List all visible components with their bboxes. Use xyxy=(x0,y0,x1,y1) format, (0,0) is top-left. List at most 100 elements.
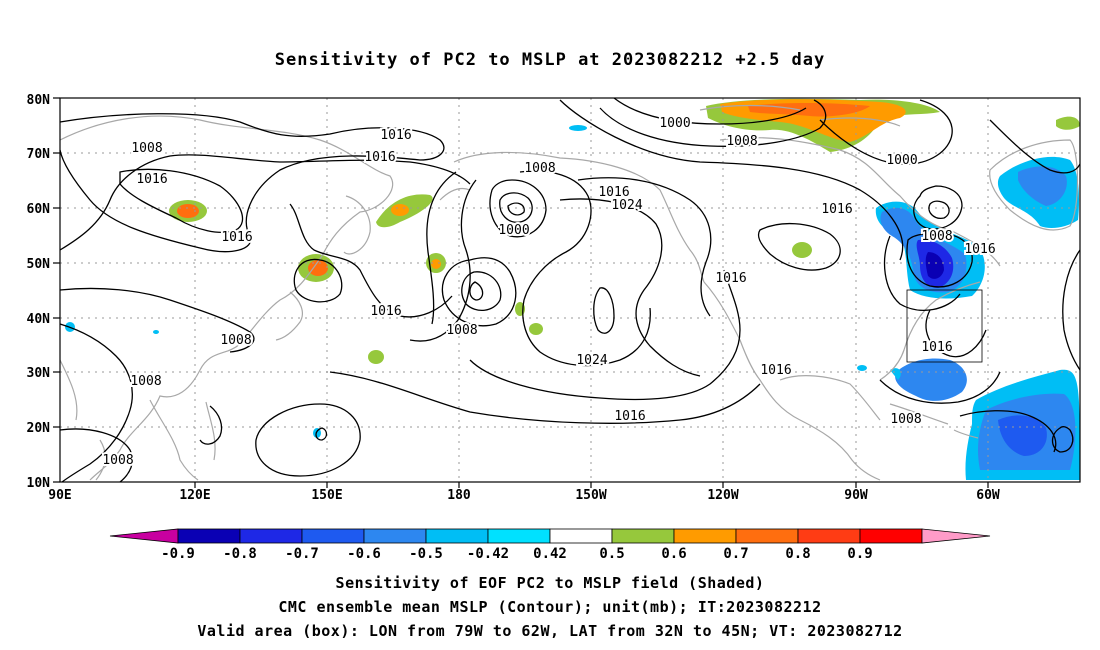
positive-sensitivity-greenland-edge xyxy=(1056,116,1080,130)
colorbar-label: -0.7 xyxy=(285,546,319,562)
lat-tick-label: 30N xyxy=(27,366,51,381)
contour-line xyxy=(613,97,807,125)
contour-line xyxy=(989,119,1081,174)
contour-label: 1024 xyxy=(576,353,607,368)
contour-line xyxy=(913,185,963,230)
contour-line xyxy=(329,371,761,424)
contour-line xyxy=(59,113,445,253)
positive-sensitivity-blob-core xyxy=(308,260,328,276)
positive-sensitivity-blob xyxy=(792,242,812,258)
lon-tick-label: 150W xyxy=(575,488,606,503)
mslp-contours xyxy=(59,97,1081,483)
contour-line xyxy=(59,154,471,251)
coastline-canada-north xyxy=(719,137,1001,267)
contour-line xyxy=(577,177,712,317)
contour-line xyxy=(461,271,502,311)
coastline-philippines xyxy=(205,401,216,461)
contour-line xyxy=(906,232,973,288)
colorbar-label: 0.7 xyxy=(723,546,748,562)
colorbar-label: -0.6 xyxy=(347,546,381,562)
lat-ticks xyxy=(53,97,60,483)
coastline-asia xyxy=(59,115,394,481)
colorbar-cell xyxy=(363,528,427,544)
contour-label: 1008 xyxy=(102,453,133,468)
contour-label: 1008 xyxy=(220,333,251,348)
map-panel: 1016 1016 1008 1016 1016 1008 1000 1016 … xyxy=(27,93,1081,503)
lat-tick-label: 70N xyxy=(27,147,51,162)
coastline-greenland xyxy=(989,139,1079,231)
colorbar-over-triangle xyxy=(921,528,991,544)
contour-label: 1016 xyxy=(921,340,952,355)
lat-tick-label: 80N xyxy=(27,93,51,108)
contour-line xyxy=(599,99,827,147)
coastlines xyxy=(59,104,1079,481)
colorbar-label: 0.8 xyxy=(785,546,810,562)
coastline-caribbean xyxy=(889,403,979,439)
colorbar-under-triangle xyxy=(109,528,179,544)
contour-label: 1008 xyxy=(131,141,162,156)
contour-label: 1016 xyxy=(760,363,791,378)
contour-line xyxy=(519,170,651,367)
lon-axis: 90E 120E 150E 180 150W 120W 90W 60W xyxy=(48,488,1000,503)
contour-line xyxy=(469,281,484,301)
lon-tick-label: 150E xyxy=(311,488,342,503)
positive-sensitivity-blob-core xyxy=(177,204,199,218)
contour-labels: 1016 1016 1008 1016 1016 1008 1000 1016 … xyxy=(100,114,997,470)
contour-label: 1008 xyxy=(890,412,921,427)
contour-label: 1008 xyxy=(524,161,555,176)
lon-tick-label: 90E xyxy=(48,488,71,503)
coastline-gulf xyxy=(779,375,881,421)
negative-sensitivity-atlantic-sub xyxy=(895,358,967,401)
lon-tick-label: 120E xyxy=(179,488,210,503)
coastline-northamerica-west xyxy=(703,281,881,481)
contour-label: 1016 xyxy=(821,202,852,217)
contour-label: 1016 xyxy=(221,230,252,245)
contour-label: 1008 xyxy=(446,323,477,338)
colorbar-label: 0.5 xyxy=(599,546,624,562)
colorbar-cell xyxy=(487,528,551,544)
contour-line xyxy=(59,323,133,483)
colorbar-cell xyxy=(549,528,613,544)
lon-tick-label: 120W xyxy=(707,488,738,503)
map-frame xyxy=(59,97,1081,483)
colorbar-label: -0.8 xyxy=(223,546,257,562)
negative-sensitivity-canada-max xyxy=(925,252,944,279)
coastline-japan xyxy=(275,291,303,341)
contour-line xyxy=(959,410,1057,453)
contour-label: 1000 xyxy=(498,223,529,238)
graticule xyxy=(60,98,1080,482)
caption-line-1: Sensitivity of EOF PC2 to MSLP field (Sh… xyxy=(335,574,765,592)
colorbar-cell xyxy=(735,528,799,544)
lon-tick-label: 90W xyxy=(844,488,868,503)
colorbar-cell xyxy=(177,528,241,544)
contour-line xyxy=(925,309,987,358)
positive-sensitivity-blob xyxy=(529,323,543,335)
contour-label: 1016 xyxy=(614,409,645,424)
contour-line xyxy=(819,99,953,165)
coastline-arctic-islands xyxy=(699,104,901,127)
contour-label: 1016 xyxy=(598,185,629,200)
colorbar-cell xyxy=(859,528,923,544)
colorbar-cell xyxy=(425,528,489,544)
negative-sensitivity-dot xyxy=(569,125,587,131)
contour-line xyxy=(489,179,547,238)
coastline-kamchatka xyxy=(343,195,371,255)
colorbar-cell xyxy=(301,528,365,544)
contour-label: 1000 xyxy=(886,153,917,168)
contour-line xyxy=(119,168,244,233)
contour-line xyxy=(559,99,904,261)
lat-tick-label: 60N xyxy=(27,202,51,217)
positive-sensitivity-blob xyxy=(368,350,384,364)
negative-sensitivity-dot xyxy=(857,365,867,371)
contour-line xyxy=(757,222,841,271)
contour-line xyxy=(507,202,525,216)
positive-sensitivity-blob-core xyxy=(431,259,441,269)
coastline-indochina xyxy=(149,399,199,481)
contour-line xyxy=(426,171,457,325)
caption-line-3: Valid area (box): LON from 79W to 62W, L… xyxy=(197,622,903,640)
contour-line xyxy=(293,258,343,303)
contour-line xyxy=(499,192,533,223)
lat-tick-label: 40N xyxy=(27,312,51,327)
contour-line xyxy=(1062,249,1081,371)
